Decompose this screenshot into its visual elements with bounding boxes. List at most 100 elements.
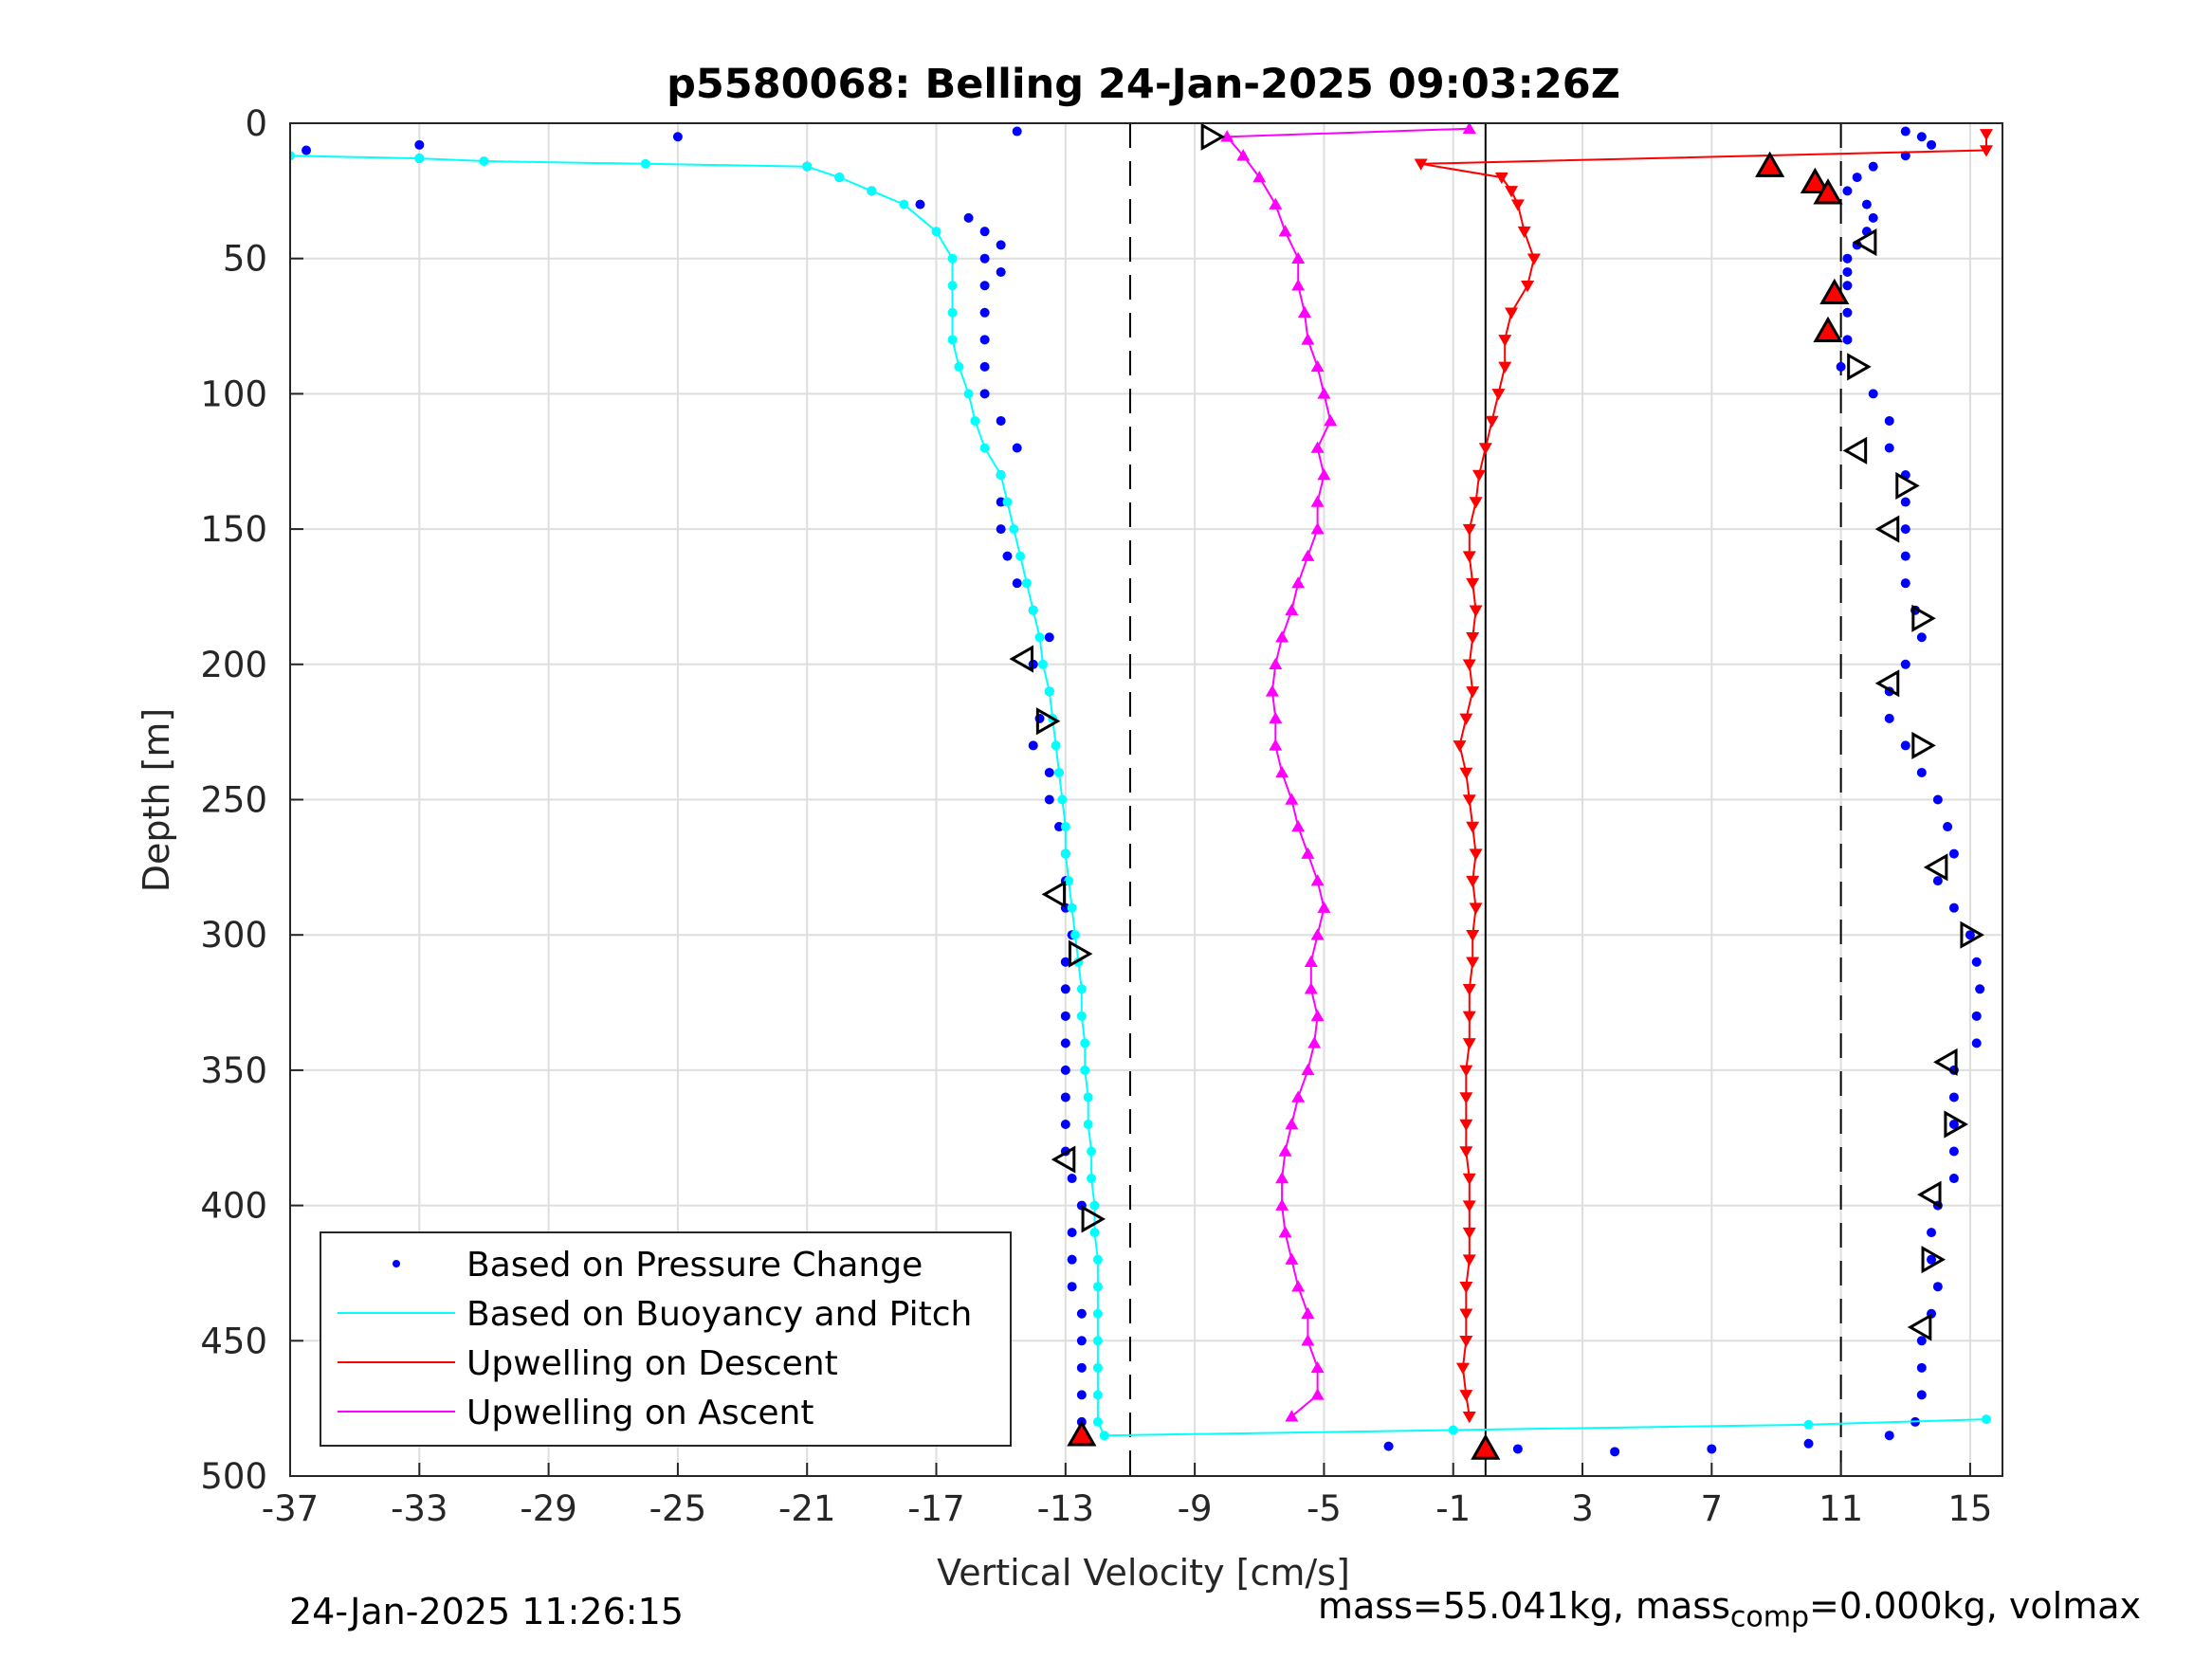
pressure-point — [1842, 266, 1853, 277]
buoyancy-point — [1060, 822, 1070, 832]
filled-up-marker — [1819, 278, 1850, 305]
buoyancy-point — [1076, 1011, 1087, 1021]
ascent-point — [1291, 251, 1306, 264]
buoyancy-point — [1803, 1419, 1814, 1430]
pressure-point — [1868, 212, 1878, 223]
legend-box — [320, 1231, 1012, 1447]
footer-mass-text: mass=55.041kg, mass — [1318, 1585, 1730, 1627]
descent-point — [1459, 1390, 1473, 1402]
descent-point — [1466, 821, 1480, 834]
ascent-point — [1301, 1063, 1315, 1076]
ascent-point — [1310, 1009, 1325, 1022]
ascent-point — [1291, 279, 1306, 291]
pressure-point — [1900, 551, 1910, 561]
ascent-point — [1317, 387, 1331, 399]
pressure-point — [1965, 930, 1975, 940]
pressure-point — [1610, 1447, 1620, 1457]
ascent-point — [1310, 495, 1325, 507]
ascent-point — [1462, 123, 1476, 134]
descent-point — [1498, 335, 1512, 347]
y-tick-label: 200 — [200, 645, 267, 685]
ascent-point — [1275, 1198, 1289, 1211]
buoyancy-point — [1009, 524, 1019, 535]
pressure-point — [414, 139, 425, 150]
pressure-point — [1076, 1362, 1087, 1373]
descent-point — [1462, 659, 1476, 671]
left-marker — [1933, 1048, 1958, 1076]
pressure-point — [1076, 1390, 1087, 1400]
pressure-point — [979, 227, 990, 237]
ascent-point — [1291, 1090, 1306, 1103]
left-marker — [1842, 436, 1868, 465]
legend-label-pressure: Based on Pressure Change — [466, 1246, 923, 1285]
pressure-point — [979, 389, 990, 399]
pressure-point — [1842, 307, 1853, 318]
ascent-point — [1269, 738, 1283, 751]
x-tick-label: 7 — [1701, 1488, 1724, 1529]
buoyancy-point — [1092, 1308, 1103, 1319]
x-tick-label: -33 — [391, 1488, 448, 1529]
pressure-point — [1803, 1438, 1814, 1449]
footer-timestamp: 24-Jan-2025 11:26:15 — [289, 1591, 684, 1632]
pressure-point — [1916, 1390, 1927, 1400]
pressure-point — [996, 266, 1006, 277]
x-tick-label: 3 — [1571, 1488, 1594, 1529]
ascent-point — [1278, 1226, 1292, 1238]
descent-point — [1459, 1146, 1473, 1158]
ascent-point — [1301, 1306, 1315, 1320]
pressure-point — [1060, 1011, 1070, 1021]
filled-up-marker — [1755, 151, 1785, 177]
buoyancy-point — [1002, 497, 1013, 507]
left-marker — [1907, 1313, 1932, 1341]
pressure-point — [1943, 822, 1953, 832]
pressure-point — [1927, 1228, 1937, 1238]
buoyancy-point — [802, 161, 813, 172]
buoyancy-point — [947, 335, 958, 345]
pressure-point — [1975, 984, 1985, 994]
pressure-point — [1927, 139, 1937, 150]
ascent-point — [1317, 901, 1331, 913]
pressure-point — [1044, 794, 1054, 805]
y-tick-label: 150 — [200, 509, 267, 550]
pressure-point — [1884, 1431, 1894, 1441]
ascent-point — [1220, 130, 1234, 142]
pressure-point — [1852, 173, 1862, 183]
right-marker — [1944, 1110, 1968, 1139]
y-tick-label: 50 — [223, 239, 267, 280]
right-marker — [1911, 604, 1936, 632]
data-series — [290, 123, 1993, 1460]
pressure-point — [1884, 415, 1894, 426]
ascent-point — [1310, 928, 1325, 940]
pressure-point — [302, 145, 312, 155]
pressure-point — [1884, 443, 1894, 453]
pressure-point — [996, 240, 1006, 250]
descent-point — [1469, 605, 1483, 617]
pressure-point — [1002, 551, 1013, 561]
ascent-point — [1317, 468, 1331, 481]
descent-point — [1462, 551, 1476, 563]
ascent-point — [1310, 1388, 1325, 1400]
legend: Based on Pressure Change Based on Buoyan… — [320, 1231, 1012, 1447]
buoyancy-point — [947, 253, 958, 264]
x-tick-label: -1 — [1435, 1488, 1471, 1529]
descent-point — [1466, 577, 1480, 591]
descent-point — [1466, 632, 1480, 645]
buoyancy-point — [1051, 740, 1061, 751]
buoyancy-point — [640, 158, 650, 169]
ascent-point — [1265, 684, 1279, 697]
buoyancy-point — [834, 173, 845, 183]
y-tick-label: 450 — [200, 1321, 267, 1361]
x-tick-label: -29 — [520, 1488, 576, 1529]
y-tick-label: 300 — [200, 915, 267, 956]
pressure-point — [1842, 253, 1853, 264]
pressure-point — [1916, 767, 1927, 777]
descent-point — [1462, 1411, 1476, 1424]
ascent-point — [1269, 711, 1283, 724]
filled-up-marker — [1813, 178, 1843, 205]
pressure-point — [996, 524, 1006, 535]
descent-point — [1462, 1011, 1476, 1023]
pressure-point — [1971, 1038, 1982, 1048]
descent-point — [1521, 280, 1535, 293]
pressure-point — [1884, 713, 1894, 723]
